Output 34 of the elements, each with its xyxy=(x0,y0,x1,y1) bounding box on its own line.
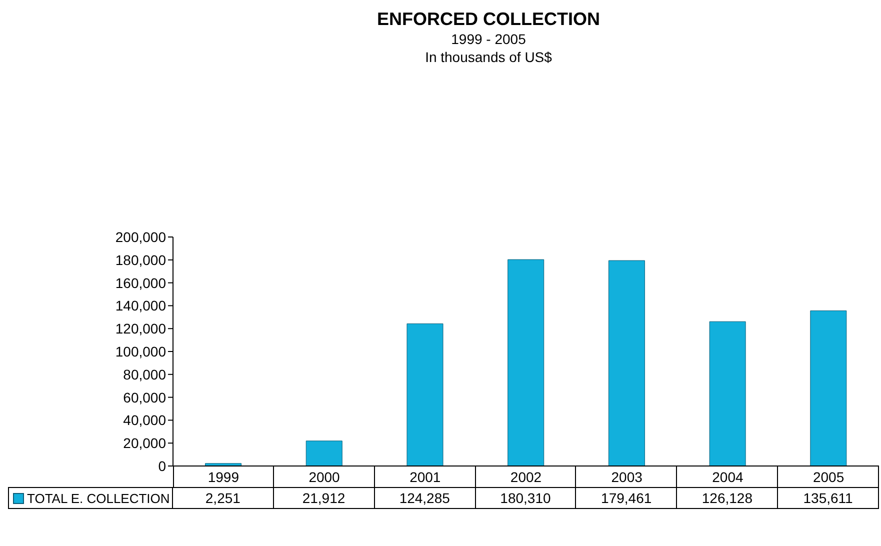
text: 179,461 xyxy=(601,490,652,506)
y-tick-label: 160,000 xyxy=(115,274,166,291)
y-tick-label: 40,000 xyxy=(123,412,166,428)
x-tick-label: 2001 xyxy=(410,468,441,485)
bar xyxy=(810,310,847,466)
bar xyxy=(608,260,645,466)
y-tick-label: 120,000 xyxy=(115,320,166,337)
text: 124,285 xyxy=(399,490,450,506)
y-tick-label: 60,000 xyxy=(123,389,166,406)
chart-title: ENFORCED COLLECTION xyxy=(376,8,601,30)
x-tick-label: 1999 xyxy=(208,468,240,485)
y-tick-label: 20,000 xyxy=(123,435,166,452)
legend-label: TOTAL E. COLLECTION xyxy=(27,490,170,506)
bar xyxy=(709,321,746,466)
bar xyxy=(406,323,444,466)
x-tick-label: 2005 xyxy=(812,468,844,485)
y-tick-label: 100,000 xyxy=(115,343,166,360)
y-tick-label: 80,000 xyxy=(123,366,166,382)
text: 2,251 xyxy=(205,490,240,506)
y-tick-label: 180,000 xyxy=(115,252,166,268)
text: 135,611 xyxy=(803,490,853,506)
bar xyxy=(508,259,544,466)
text: 180,310 xyxy=(500,490,551,506)
x-tick-label: 2000 xyxy=(308,468,340,485)
x-tick-label: 2003 xyxy=(611,468,643,485)
y-tick-label: 140,000 xyxy=(115,298,166,314)
y-tick-label: 0 xyxy=(158,458,166,474)
x-tick-label: 2002 xyxy=(510,468,542,485)
chart-subtitle: 1999 - 2005 In thousands of US$ xyxy=(424,30,553,66)
x-tick-label: 2004 xyxy=(712,468,744,485)
y-tick-label: 200,000 xyxy=(115,228,166,245)
text: 21,912 xyxy=(302,490,346,506)
bar xyxy=(306,440,342,466)
text: 126,128 xyxy=(702,490,752,506)
